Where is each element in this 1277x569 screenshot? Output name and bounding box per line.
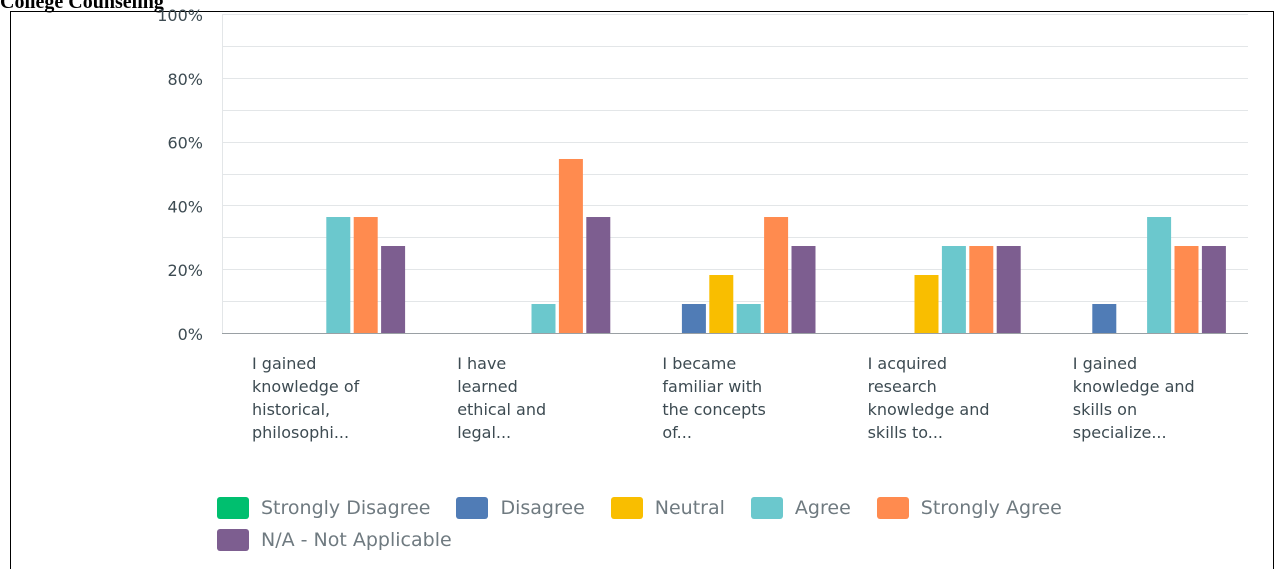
bars [326, 158, 1226, 333]
bar [736, 304, 761, 333]
legend-item: N/A - Not Applicable [217, 529, 452, 551]
bar [1147, 217, 1172, 333]
legend-swatch [217, 529, 249, 551]
bar [709, 275, 734, 333]
legend-swatch [217, 497, 249, 519]
bar [791, 246, 816, 333]
legend-label: Disagree [500, 497, 585, 519]
y-tick-label: 20% [167, 261, 203, 280]
bar [558, 158, 583, 333]
x-category-label: I have learned ethical and legal... [457, 354, 546, 442]
bar [996, 246, 1021, 333]
bar [1174, 246, 1199, 333]
legend-swatch [750, 497, 783, 519]
bar [681, 304, 706, 333]
bar [326, 217, 351, 333]
legend-label: Strongly Agree [920, 497, 1062, 519]
bar [353, 217, 378, 333]
x-category-label: I acquired research knowledge and skills to… [868, 354, 990, 442]
legend-item: Strongly Agree [876, 497, 1062, 519]
bar [586, 217, 611, 333]
y-tick-label: 80% [167, 70, 203, 89]
legend-item: Agree [750, 497, 851, 519]
bar [914, 275, 939, 333]
chart-legend: Strongly Disagree Disagree Neutral Agree Str… [217, 497, 1257, 551]
legend-item: Neutral [610, 497, 725, 519]
y-tick-label: 0% [178, 325, 203, 344]
legend-label: Neutral [654, 497, 725, 519]
legend-swatch [610, 497, 643, 519]
x-axis-labels: I gained knowledge of historical, philosoph… [252, 354, 1195, 442]
bar [1201, 246, 1226, 333]
grid-lines [222, 14, 1248, 334]
y-tick-label: 100% [157, 6, 203, 25]
legend-label: N/A - Not Applicable [261, 529, 452, 551]
bar [381, 246, 406, 333]
legend-swatch [876, 497, 909, 519]
bar [531, 304, 556, 333]
legend-item: Strongly Disagree [217, 497, 430, 519]
y-tick-label: 60% [167, 134, 203, 153]
chart-frame [10, 11, 1274, 569]
bar [969, 246, 994, 333]
y-tick-label: 40% [167, 197, 203, 216]
bar [1092, 304, 1117, 333]
legend-label: Agree [794, 497, 851, 519]
bar [941, 246, 966, 333]
legend-label: Strongly Disagree [261, 497, 431, 519]
x-category-label: I gained knowledge and skills on specialize… [1073, 354, 1195, 442]
y-axis-labels: 0% 20% 40% 60% 80% 100% [157, 6, 203, 344]
document-heading: College Counseling [0, 0, 164, 13]
legend-item: Disagree [456, 497, 585, 519]
x-category-label: I gained knowledge of historical, philosoph… [252, 354, 360, 442]
bar [764, 217, 789, 333]
legend-swatch [456, 497, 489, 519]
x-category-label: I became familiar with the concepts of... [662, 354, 765, 442]
